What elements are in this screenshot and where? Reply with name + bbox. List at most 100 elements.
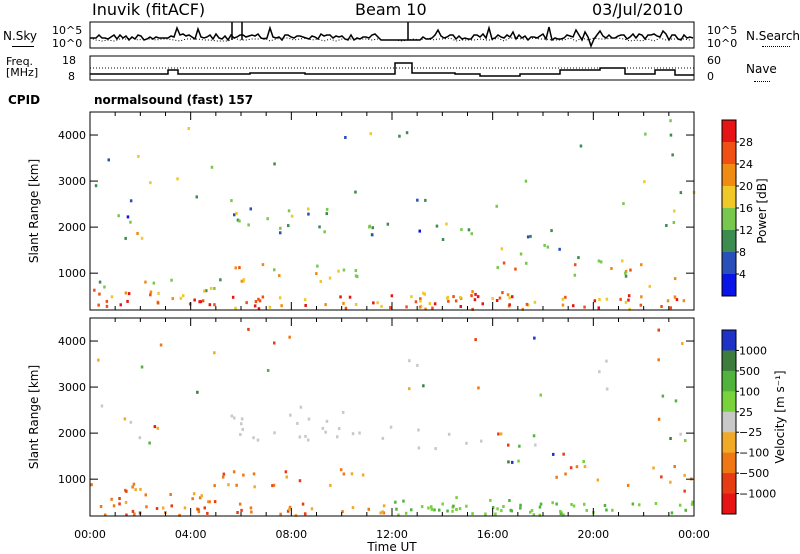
data-cell xyxy=(279,231,282,235)
data-cell xyxy=(550,229,553,233)
data-cell xyxy=(582,460,585,463)
data-cell xyxy=(149,290,153,294)
colorbar-swatch xyxy=(722,350,736,372)
data-cell xyxy=(351,506,355,510)
data-cell xyxy=(136,232,139,235)
data-cell xyxy=(117,214,120,218)
x-tick-label: 20:00 xyxy=(577,528,609,541)
data-cell xyxy=(238,219,241,223)
data-cell xyxy=(323,230,326,234)
colorbar-swatch xyxy=(722,432,736,454)
data-cell xyxy=(669,437,672,440)
data-cell xyxy=(310,507,314,511)
cpid-label: CPID xyxy=(8,93,41,107)
data-cell xyxy=(188,302,192,306)
data-cell xyxy=(140,236,144,240)
data-cell xyxy=(337,269,340,273)
data-cell xyxy=(414,300,418,304)
data-cell xyxy=(575,465,579,469)
data-cell xyxy=(519,506,522,510)
data-cell xyxy=(93,288,96,292)
colorbar-tick-label: 25 xyxy=(739,406,753,419)
colorbar-tick-label: 16 xyxy=(739,202,753,215)
data-cell xyxy=(249,506,253,510)
data-cell xyxy=(511,460,514,464)
data-cell xyxy=(629,268,632,272)
colorbar-tick-label: −500 xyxy=(739,467,769,480)
data-cell xyxy=(324,430,327,434)
data-cell xyxy=(652,466,655,470)
data-cell xyxy=(657,358,660,362)
data-cell xyxy=(213,303,216,307)
data-cell xyxy=(423,292,426,296)
data-cell xyxy=(129,420,133,424)
y-tick-label: 2000 xyxy=(58,221,86,234)
data-cell xyxy=(559,512,563,516)
data-cell xyxy=(669,306,672,310)
data-cell xyxy=(678,503,682,507)
y-tick-label: 2000 xyxy=(58,427,86,440)
data-cell xyxy=(495,299,499,302)
data-cell xyxy=(356,275,359,279)
data-cell xyxy=(419,297,422,301)
data-cell xyxy=(124,236,127,240)
data-cell xyxy=(511,295,514,299)
data-cell xyxy=(441,238,445,241)
data-cell xyxy=(660,475,663,479)
data-cell xyxy=(593,299,597,303)
data-cell xyxy=(240,279,244,283)
data-cell xyxy=(669,480,672,484)
data-cell xyxy=(446,509,449,513)
data-cell xyxy=(367,507,370,511)
data-cell xyxy=(288,335,291,339)
data-cell xyxy=(397,513,400,517)
data-cell xyxy=(196,390,199,394)
data-cell xyxy=(583,502,586,506)
data-cell xyxy=(558,247,561,251)
data-cell xyxy=(619,297,622,301)
noise-tick-top-left: 10^5 xyxy=(52,24,83,37)
data-cell xyxy=(205,289,208,293)
freq-tick-bottom: 8 xyxy=(68,70,75,83)
data-cell xyxy=(564,472,567,476)
data-cell xyxy=(398,134,401,138)
data-cell xyxy=(690,502,694,506)
colorbar-swatch xyxy=(722,493,736,515)
data-cell xyxy=(321,426,325,430)
data-cell xyxy=(94,184,98,188)
nave-legend-line xyxy=(754,81,770,82)
data-cell xyxy=(561,297,565,301)
data-cell xyxy=(238,266,241,270)
colorbar-swatch xyxy=(722,370,736,392)
data-cell xyxy=(416,198,419,202)
data-cell xyxy=(170,278,173,282)
data-cell xyxy=(307,438,310,442)
data-cell xyxy=(498,296,502,300)
data-cell xyxy=(273,162,276,166)
data-cell xyxy=(669,133,673,137)
data-cell xyxy=(605,297,609,301)
freq-label-line2: [MHz] xyxy=(6,66,39,79)
data-cell xyxy=(261,295,265,299)
data-cell xyxy=(159,343,163,347)
colorbar-swatch xyxy=(722,411,736,433)
data-cell xyxy=(126,215,130,219)
data-cell xyxy=(358,431,361,435)
data-cell xyxy=(342,268,346,272)
data-cell xyxy=(104,513,107,517)
data-cell xyxy=(103,285,106,289)
data-cell xyxy=(371,233,374,237)
data-cell xyxy=(191,497,194,501)
data-cell xyxy=(673,277,677,281)
data-cell xyxy=(452,295,455,299)
data-cell xyxy=(287,209,291,213)
colorbar-tick-label: 12 xyxy=(739,224,753,237)
data-cell xyxy=(242,473,245,477)
data-cell xyxy=(508,499,511,502)
data-cell xyxy=(219,278,222,282)
data-cell xyxy=(342,472,346,476)
data-cell xyxy=(210,165,214,169)
data-cell xyxy=(280,304,283,308)
colorbar-tick-label: 1000 xyxy=(739,344,767,357)
